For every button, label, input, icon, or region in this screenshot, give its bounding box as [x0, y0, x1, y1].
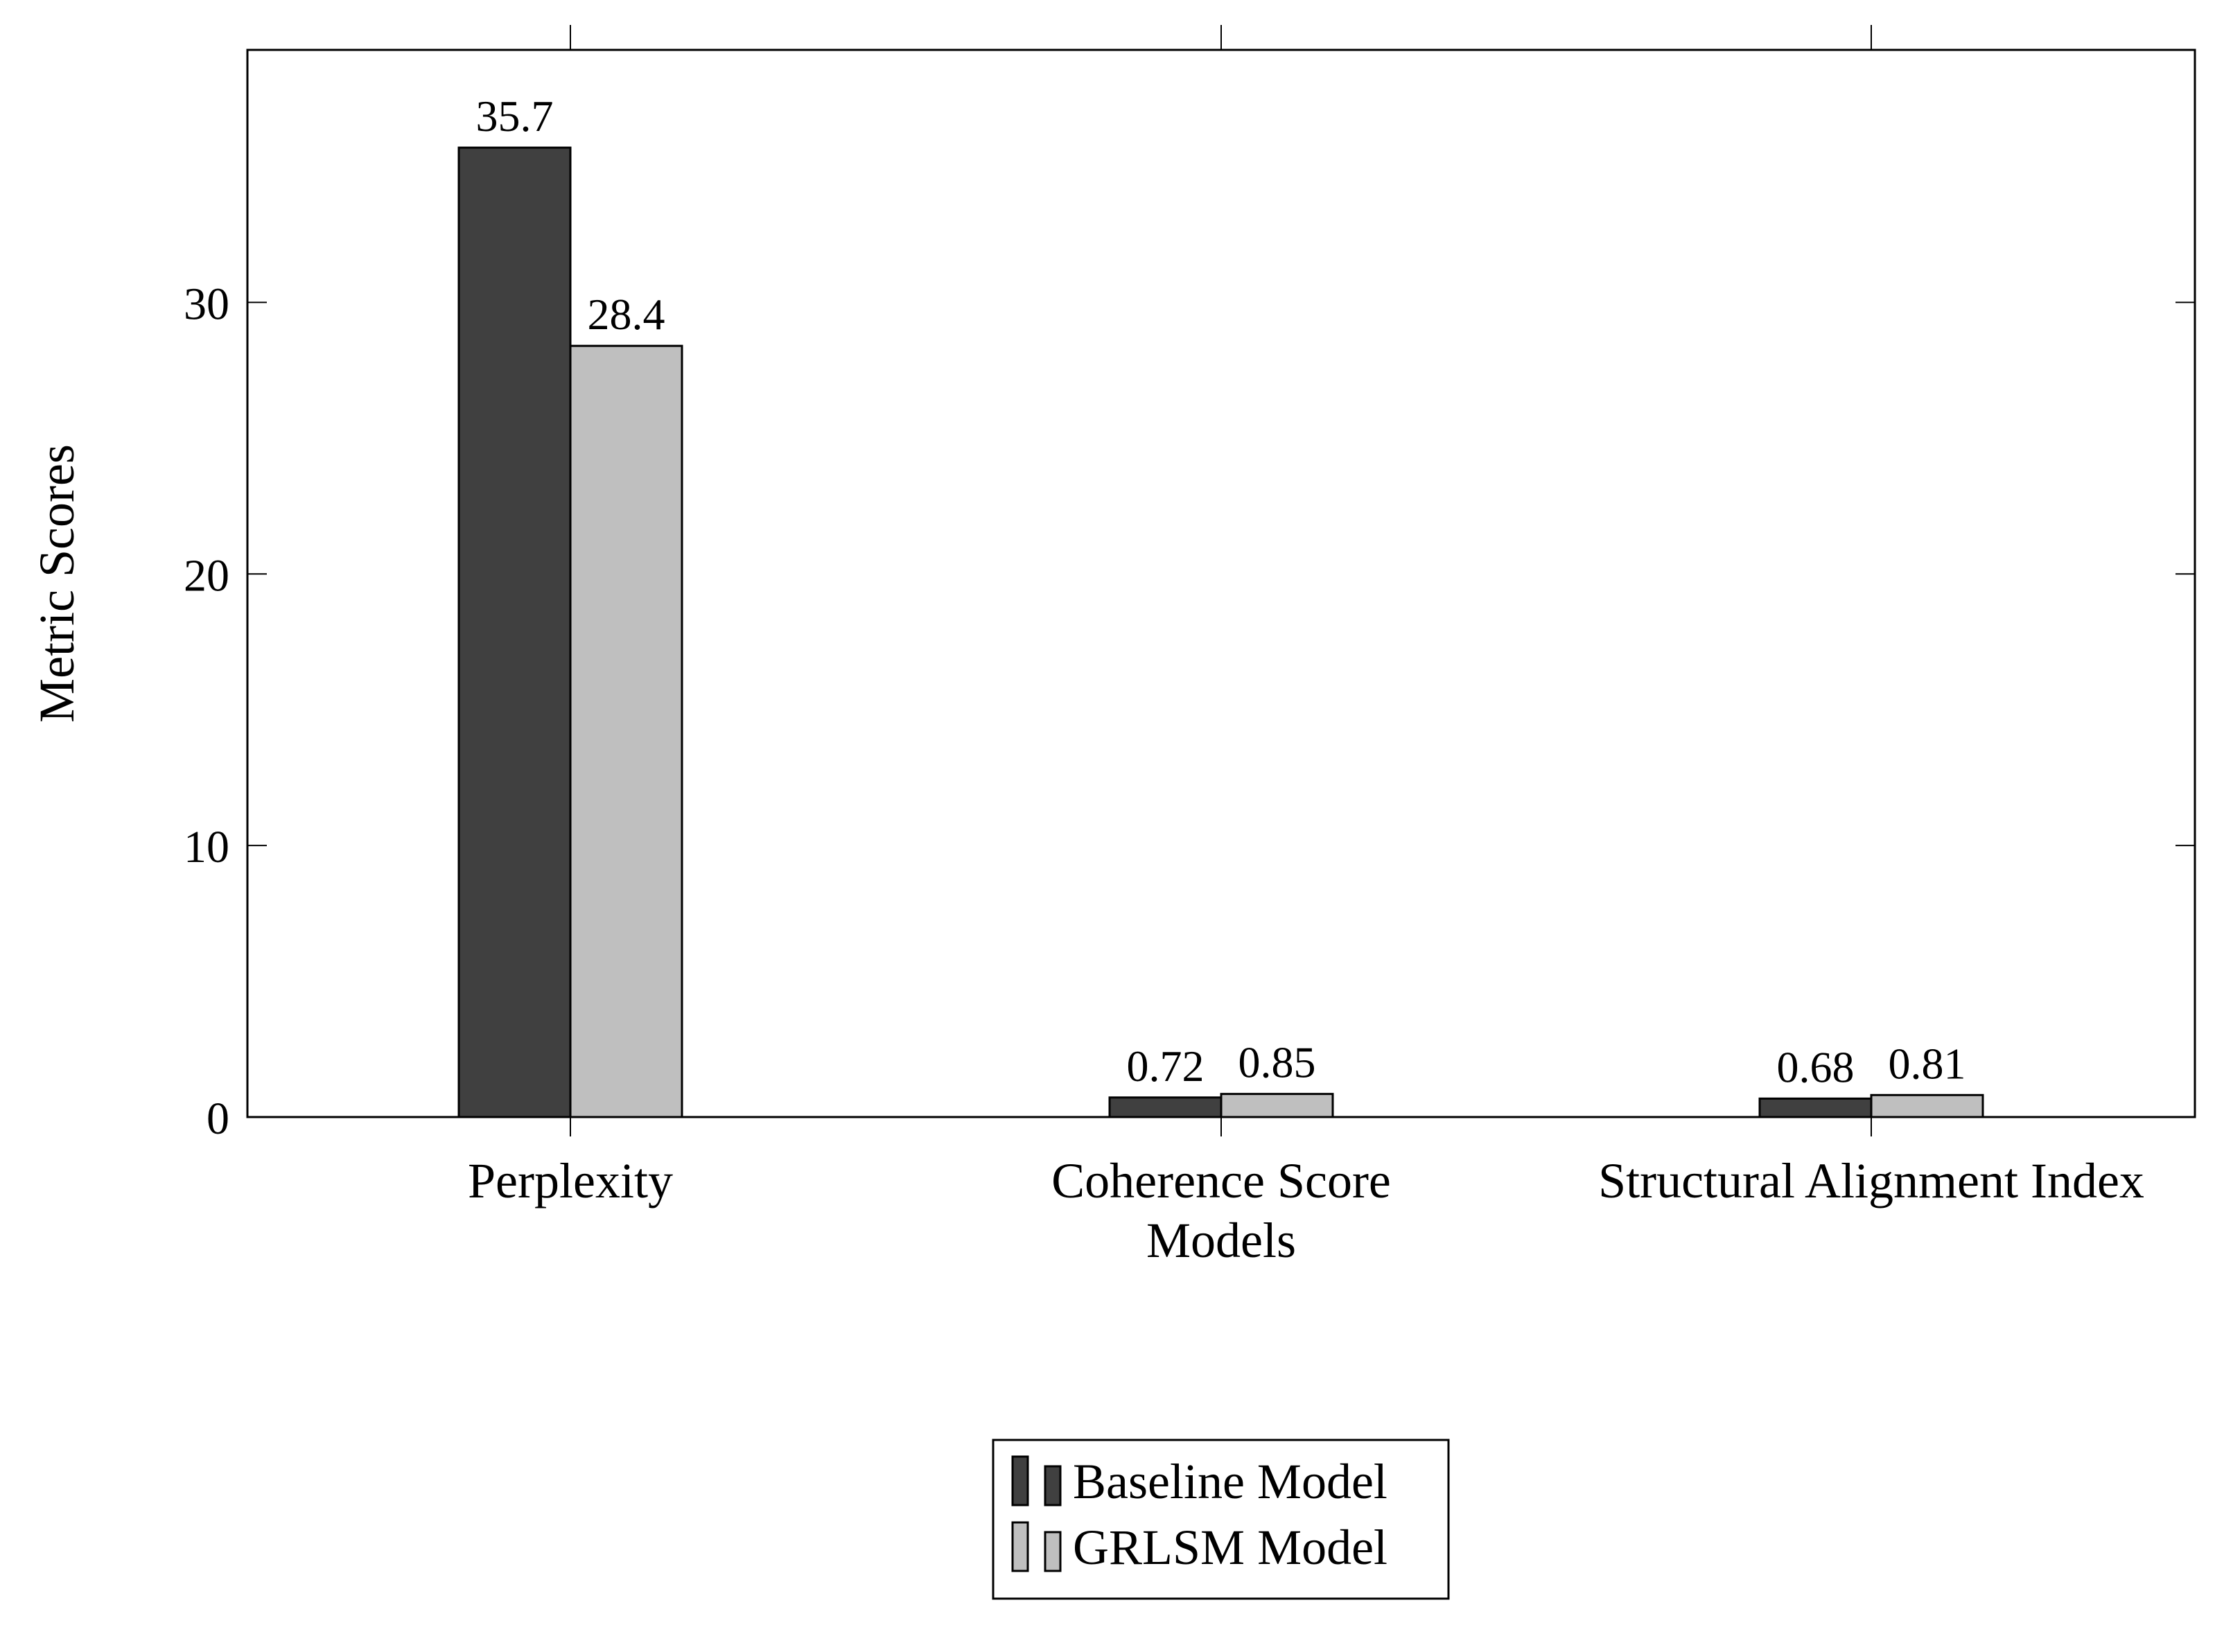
legend-swatch: [1044, 1465, 1062, 1506]
data-label: 35.7: [476, 91, 554, 141]
data-label: 0.85: [1238, 1038, 1316, 1087]
x-category-labels: Perplexity Coherence Score Structural Alig…: [468, 1153, 2144, 1209]
legend-label: Baseline Model: [1073, 1454, 1387, 1509]
y-tick-label: 30: [184, 279, 229, 329]
y-tick-labels: 0 10 20 30: [184, 279, 229, 1144]
bar: [457, 146, 572, 1118]
legend-label: GRLSM Model: [1073, 1520, 1387, 1575]
legend-swatch: [1011, 1521, 1029, 1572]
bar: [569, 344, 683, 1118]
legend-swatch: [1044, 1531, 1062, 1572]
x-axis-label: Models: [1146, 1213, 1296, 1268]
x-category-label: Coherence Score: [1051, 1153, 1391, 1209]
data-label: 28.4: [588, 290, 665, 339]
data-label: 0.68: [1777, 1042, 1855, 1091]
legend-box: [992, 1439, 1450, 1600]
data-label: 0.72: [1127, 1042, 1205, 1091]
y-tick-label: 10: [184, 822, 229, 872]
bar: [1220, 1093, 1334, 1118]
data-label: 0.81: [1889, 1039, 1966, 1088]
legend-swatch: [1011, 1455, 1029, 1506]
bar: [1108, 1096, 1223, 1118]
y-axis-label: Metric Scores: [29, 444, 85, 723]
y-tick-label: 20: [184, 550, 229, 601]
bar: [1758, 1097, 1873, 1118]
bars: 35.7 0.72 0.68 28.4 0.85 0.81: [457, 91, 1984, 1118]
y-tick-label: 0: [207, 1093, 229, 1144]
x-category-label: Structural Alignment Index: [1598, 1153, 2144, 1209]
legend: Baseline Model GRLSM Model: [992, 1439, 1450, 1600]
bar: [1870, 1093, 1984, 1118]
x-category-label: Perplexity: [468, 1153, 673, 1209]
